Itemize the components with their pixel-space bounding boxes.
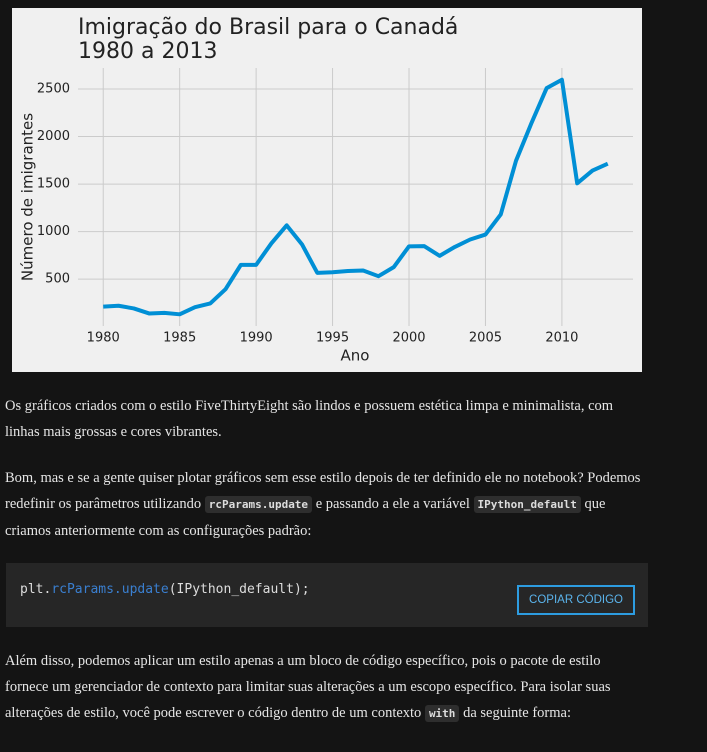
- code-text: (IPython_default);: [168, 582, 310, 597]
- code-text: rcParams.update: [51, 582, 169, 597]
- x-tick-label: 2000: [392, 331, 425, 346]
- inline-code: rcParams.update: [204, 496, 313, 513]
- text: da seguinte forma:: [459, 705, 571, 721]
- paragraph: Os gráficos criados com o estilo FiveThi…: [5, 393, 645, 445]
- x-tick-label: 2005: [469, 331, 502, 346]
- text: Além disso, podemos aplicar um estilo ap…: [5, 653, 611, 721]
- y-tick-label: 1500: [37, 177, 70, 192]
- text-block: Os gráficos criados com o estilo FiveThi…: [5, 393, 645, 544]
- code-text: plt.: [20, 582, 52, 597]
- copy-button[interactable]: COPIAR CÓDIGO: [517, 585, 635, 615]
- text: Os gráficos criados com o estilo FiveThi…: [5, 398, 614, 440]
- x-tick-label: 1985: [163, 331, 196, 346]
- text: e passando a ele a variável: [312, 496, 474, 512]
- text: Bom, mas e se a gente quiser plotar gráf…: [5, 470, 641, 512]
- paragraph: Bom, mas e se a gente quiser plotar gráf…: [5, 465, 645, 544]
- y-tick-label: 1000: [37, 224, 70, 239]
- chart-title: 1980 a 2013: [78, 39, 217, 64]
- inline-code: IPython_default: [473, 496, 581, 513]
- x-tick-label: 1995: [316, 331, 349, 346]
- line: [103, 77, 609, 317]
- x-tick-label: 1990: [240, 331, 273, 346]
- chart: Imigração do Brasil para o Canadá 1980 a…: [12, 8, 642, 372]
- code-block: plt.rcParams.update(IPython_default); CO…: [6, 563, 648, 627]
- y-tick-label: 2000: [37, 129, 70, 144]
- paragraph: Além disso, podemos aplicar um estilo ap…: [5, 648, 645, 727]
- y-axis-label: Número de imigrantes: [19, 113, 37, 281]
- chart-title: Imigração do Brasil para o Canadá: [78, 15, 458, 40]
- y-tick-label: 2500: [37, 82, 70, 97]
- x-tick-label: 1980: [87, 331, 120, 346]
- text: que criamos anteriormente com as configu…: [5, 496, 606, 539]
- y-tick-label: 500: [45, 272, 70, 287]
- text-block: Além disso, podemos aplicar um estilo ap…: [5, 648, 645, 727]
- inline-code: with: [424, 705, 460, 722]
- x-tick-label: 2010: [545, 331, 578, 346]
- chart-background: [12, 8, 642, 372]
- x-axis-label: Ano: [341, 347, 370, 365]
- code: plt.rcParams.update(IPython_default);: [20, 582, 310, 597]
